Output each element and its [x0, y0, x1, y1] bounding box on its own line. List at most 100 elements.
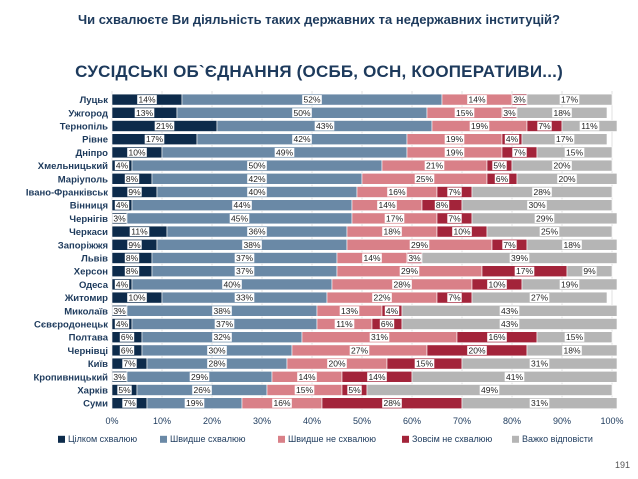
data-label: 40%	[248, 187, 265, 197]
data-label-box	[554, 134, 575, 144]
data-label-box	[552, 161, 572, 171]
data-label: 40%	[223, 279, 240, 289]
data-label: 37%	[216, 319, 233, 329]
data-label: 38%	[213, 306, 230, 316]
data-label: 13%	[341, 306, 358, 316]
category-label: Маріуполь	[58, 174, 108, 185]
x-tick-label: 80%	[503, 416, 521, 426]
data-label: 18%	[563, 240, 580, 250]
data-label: 3%	[503, 108, 516, 118]
data-label: 29%	[401, 266, 418, 276]
category-label: Львів	[81, 254, 108, 265]
data-label-box	[222, 279, 242, 289]
data-label: 8%	[126, 253, 139, 263]
data-label-box	[112, 372, 127, 382]
data-label-box	[504, 134, 520, 144]
data-label-box	[487, 279, 507, 289]
data-label-box	[212, 306, 232, 316]
data-label-box	[367, 372, 387, 382]
data-label: 43%	[316, 121, 333, 131]
data-label: 6%	[496, 174, 509, 184]
data-label: 32%	[213, 332, 230, 342]
data-label: 3%	[408, 253, 421, 263]
data-label: 4%	[116, 319, 129, 329]
x-tick-label: 100%	[600, 416, 623, 426]
data-label-box	[247, 227, 267, 237]
data-label-box	[234, 266, 255, 276]
data-label-box	[189, 372, 210, 382]
category-label: Житомир	[64, 293, 108, 304]
data-label-box	[384, 213, 405, 223]
data-label-box	[362, 253, 382, 263]
data-label: 22%	[373, 293, 390, 303]
data-label: 26%	[193, 385, 210, 395]
data-label-box	[434, 200, 450, 210]
data-label-box	[117, 385, 132, 395]
data-label-box	[234, 293, 255, 303]
category-label: Хмельницький	[38, 161, 108, 172]
x-tick-label: 70%	[453, 416, 471, 426]
legend-label: Зовсім не схвалюю	[412, 434, 492, 444]
data-label-box	[559, 95, 580, 105]
data-label: 37%	[236, 266, 253, 276]
data-label: 6%	[381, 319, 394, 329]
data-label-box	[382, 398, 402, 408]
data-label: 3%	[113, 372, 126, 382]
category-label: Ужгород	[68, 108, 108, 119]
data-label-box	[529, 293, 550, 303]
data-label: 15%	[456, 108, 473, 118]
data-label-box	[387, 187, 407, 197]
data-label: 7%	[538, 121, 551, 131]
data-label: 20%	[553, 161, 570, 171]
data-label: 3%	[113, 213, 126, 223]
data-label: 38%	[243, 240, 260, 250]
data-label-box	[582, 266, 597, 276]
data-label: 29%	[411, 240, 428, 250]
legend-swatch	[278, 435, 285, 443]
data-label-box	[292, 108, 312, 118]
category-label: Миколаїв	[64, 306, 108, 317]
data-label: 18%	[383, 227, 400, 237]
data-label: 7%	[513, 147, 526, 157]
data-label: 9%	[583, 266, 596, 276]
data-label: 4%	[386, 306, 399, 316]
data-label: 43%	[501, 306, 518, 316]
data-label: 6%	[121, 345, 134, 355]
data-label: 15%	[566, 147, 583, 157]
data-label-box	[137, 95, 157, 105]
data-label-box	[447, 213, 462, 223]
category-label: Чернігів	[69, 214, 108, 225]
category-label: Одеса	[79, 280, 109, 291]
data-label: 14%	[138, 95, 155, 105]
legend-swatch	[512, 435, 519, 443]
data-label-box	[562, 345, 582, 355]
data-label-box	[297, 372, 317, 382]
category-label: Кропивницький	[33, 372, 108, 383]
data-label: 42%	[293, 134, 310, 144]
category-label: Дніпро	[76, 148, 109, 159]
data-label-box	[114, 319, 130, 329]
data-label-box	[509, 253, 530, 263]
data-label-box	[414, 174, 435, 184]
category-label: Тернопіль	[60, 122, 108, 133]
x-tick-label: 90%	[553, 416, 571, 426]
x-tick-label: 0%	[105, 416, 118, 426]
data-label: 4%	[116, 279, 129, 289]
data-label-box	[467, 345, 487, 355]
data-label-box	[379, 319, 395, 329]
data-label-box	[192, 385, 212, 395]
data-label: 36%	[248, 227, 265, 237]
data-label-box	[564, 332, 585, 342]
data-label-box	[154, 121, 175, 131]
data-label-box	[334, 319, 355, 329]
question-title: Чи схвалюєте Ви діяльність таких державн…	[78, 12, 560, 27]
data-label: 7%	[123, 398, 136, 408]
legend-swatch	[160, 435, 167, 443]
data-label-box	[467, 95, 487, 105]
data-label-box	[527, 200, 547, 210]
data-label: 13%	[136, 108, 153, 118]
data-label: 9%	[128, 240, 141, 250]
category-label: Вінниця	[70, 201, 108, 212]
category-label: Чернівці	[68, 346, 108, 357]
